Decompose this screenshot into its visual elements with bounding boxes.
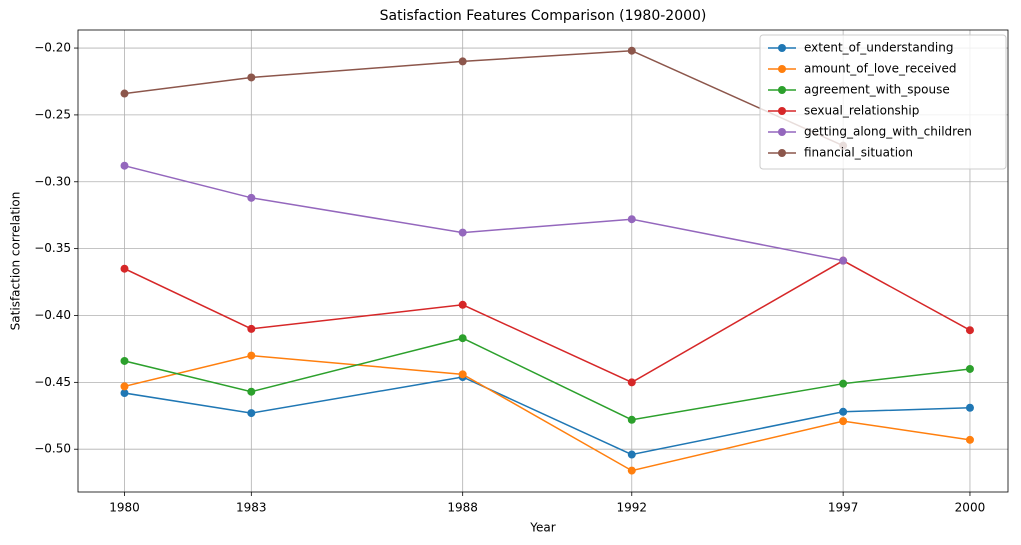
point bbox=[458, 228, 467, 237]
y-tick-label: −0.20 bbox=[34, 41, 71, 55]
point bbox=[247, 351, 256, 360]
legend-marker bbox=[778, 65, 786, 73]
legend-marker bbox=[778, 44, 786, 52]
x-tick-label: 2000 bbox=[955, 501, 986, 515]
x-axis-label: Year bbox=[529, 521, 555, 535]
legend-label: getting_along_with_children bbox=[804, 125, 972, 139]
point bbox=[839, 417, 848, 426]
series-line bbox=[124, 259, 971, 384]
point bbox=[247, 73, 256, 82]
point bbox=[458, 334, 467, 343]
series-line bbox=[124, 354, 971, 472]
point bbox=[120, 356, 129, 365]
x-tick-label: 1997 bbox=[828, 501, 859, 515]
legend-label: agreement_with_spouse bbox=[804, 83, 950, 97]
point bbox=[458, 300, 467, 309]
legend-label: amount_of_love_received bbox=[804, 62, 957, 76]
point bbox=[965, 435, 974, 444]
point bbox=[120, 161, 129, 170]
legend-label: financial_situation bbox=[804, 146, 913, 160]
legend-marker bbox=[778, 128, 786, 136]
y-tick-label: −0.40 bbox=[34, 308, 71, 322]
legend-marker bbox=[778, 107, 786, 115]
point bbox=[965, 364, 974, 373]
legend-label: sexual_relationship bbox=[804, 104, 919, 118]
legend-box bbox=[759, 34, 1007, 170]
series-line bbox=[124, 376, 970, 456]
legend-marker bbox=[778, 86, 786, 94]
point bbox=[247, 409, 256, 418]
point bbox=[627, 450, 636, 459]
point bbox=[458, 370, 467, 379]
legend-marker bbox=[778, 149, 786, 157]
point bbox=[247, 387, 256, 396]
chart-title: Satisfaction Features Comparison (1980-2… bbox=[380, 8, 707, 24]
y-tick-label: −0.50 bbox=[34, 442, 71, 456]
point bbox=[120, 382, 129, 391]
point bbox=[120, 89, 129, 98]
point bbox=[627, 46, 636, 55]
y-axis-label: Satisfaction correlation bbox=[9, 192, 23, 331]
point bbox=[627, 466, 636, 475]
series-line bbox=[124, 337, 971, 421]
y-tick-label: −0.25 bbox=[34, 107, 71, 121]
x-tick-label: 1980 bbox=[109, 501, 140, 515]
series-line bbox=[124, 164, 844, 262]
point bbox=[839, 407, 848, 416]
x-tick-label: 1988 bbox=[447, 501, 478, 515]
point bbox=[627, 415, 636, 424]
point bbox=[120, 264, 129, 273]
series-line bbox=[124, 49, 844, 147]
point bbox=[965, 326, 974, 335]
point bbox=[120, 389, 129, 398]
x-tick-label: 1992 bbox=[616, 501, 647, 515]
point bbox=[247, 324, 256, 333]
point bbox=[458, 57, 467, 66]
point bbox=[247, 193, 256, 202]
y-tick-label: −0.35 bbox=[34, 241, 71, 255]
point bbox=[839, 256, 848, 265]
point bbox=[627, 378, 636, 387]
plot-frame bbox=[77, 29, 1009, 493]
point bbox=[965, 403, 974, 412]
y-tick-label: −0.30 bbox=[34, 174, 71, 188]
legend-label: extent_of_understanding bbox=[804, 41, 953, 55]
point bbox=[627, 215, 636, 224]
x-tick-label: 1983 bbox=[236, 501, 267, 515]
y-tick-label: −0.45 bbox=[34, 375, 71, 389]
point bbox=[839, 379, 848, 388]
